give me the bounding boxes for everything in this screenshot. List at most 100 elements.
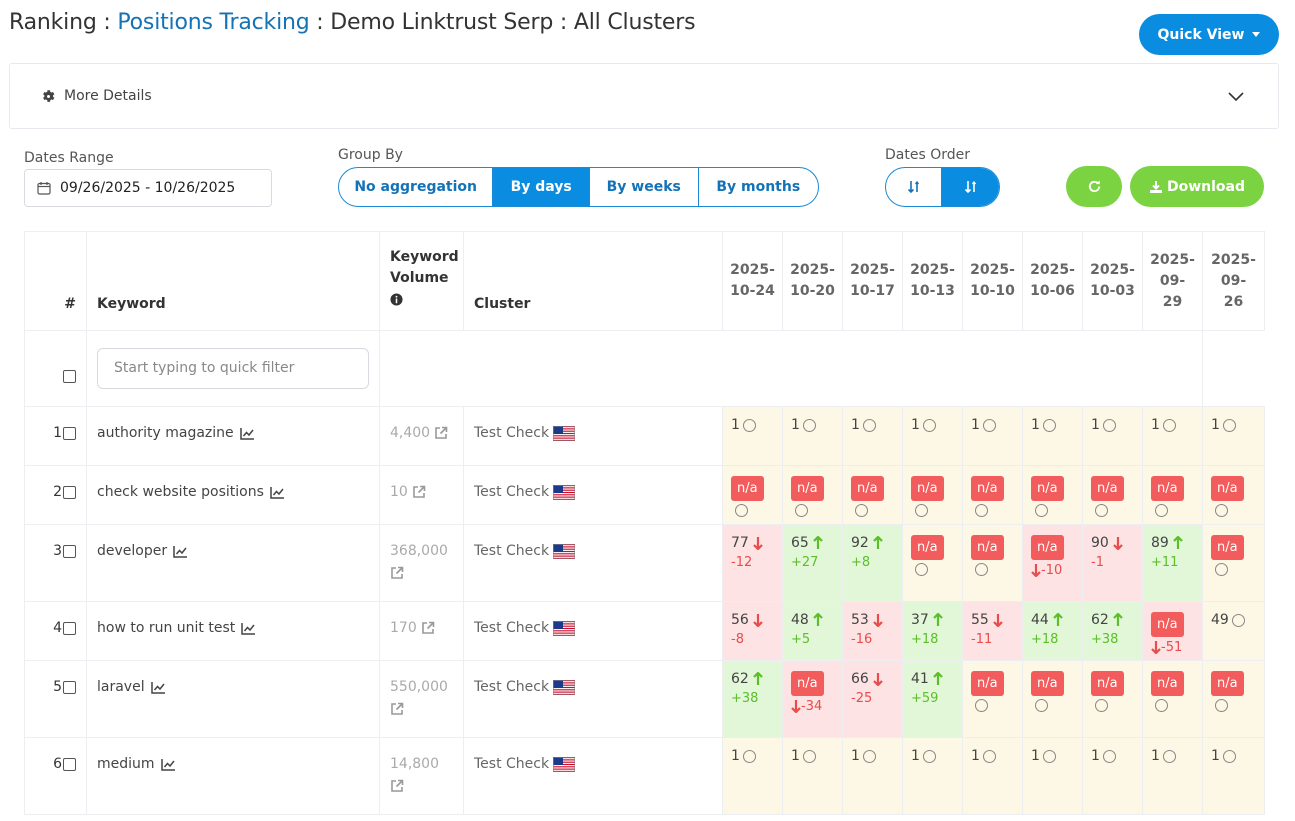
position-history-icon[interactable] — [1222, 418, 1236, 432]
position-history-icon[interactable] — [742, 418, 756, 432]
position-cell[interactable]: n/a — [1142, 660, 1203, 738]
row-checkbox[interactable] — [63, 485, 76, 499]
position-history-icon[interactable] — [1215, 503, 1228, 517]
position-history-icon[interactable] — [862, 749, 876, 763]
position-history-icon[interactable] — [975, 698, 988, 712]
position-cell[interactable]: 1 — [722, 406, 783, 466]
position-cell[interactable]: n/a — [902, 465, 963, 525]
position-history-icon[interactable] — [975, 562, 988, 576]
position-cell[interactable]: n/a — [1022, 660, 1083, 738]
header-date-2[interactable]: 2025- 10-17 — [842, 231, 903, 331]
header-date-6[interactable]: 2025- 10-03 — [1082, 231, 1143, 331]
header-date-1[interactable]: 2025- 10-20 — [782, 231, 843, 331]
position-history-icon[interactable] — [1102, 749, 1116, 763]
position-cell[interactable]: n/a — [1082, 660, 1143, 738]
refresh-button[interactable] — [1066, 166, 1122, 207]
external-link-icon[interactable] — [390, 702, 404, 716]
row-checkbox[interactable] — [63, 621, 76, 635]
sort-desc-button[interactable] — [942, 168, 999, 206]
header-date-4[interactable]: 2025- 10-10 — [962, 231, 1023, 331]
position-cell[interactable]: n/a — [962, 465, 1023, 525]
position-history-icon[interactable] — [795, 503, 808, 517]
row-checkbox[interactable] — [63, 426, 76, 440]
group-by-no-aggregation[interactable]: No aggregation — [339, 168, 494, 206]
select-all-checkbox[interactable] — [63, 369, 76, 383]
group-by-weeks[interactable]: By weeks — [590, 168, 699, 206]
sort-asc-button[interactable] — [886, 168, 943, 206]
position-cell[interactable]: 1 — [1142, 406, 1203, 466]
position-history-icon[interactable] — [802, 418, 816, 432]
position-cell[interactable]: 37 +18 — [902, 601, 963, 661]
position-cell[interactable]: 1 — [1022, 406, 1083, 466]
external-link-icon[interactable] — [390, 779, 404, 793]
row-checkbox[interactable] — [63, 544, 76, 558]
position-history-icon[interactable] — [975, 503, 988, 517]
position-history-icon[interactable] — [982, 749, 996, 763]
position-history-icon[interactable] — [922, 418, 936, 432]
position-history-icon[interactable] — [1095, 698, 1108, 712]
position-cell[interactable]: 1 — [1082, 406, 1143, 466]
header-cluster[interactable]: Cluster — [463, 231, 723, 331]
position-cell[interactable]: 1 — [782, 737, 843, 815]
position-history-icon[interactable] — [1042, 749, 1056, 763]
header-date-3[interactable]: 2025- 10-13 — [902, 231, 963, 331]
keyword-filter-input[interactable]: Start typing to quick filter — [97, 348, 369, 389]
position-cell[interactable]: n/a — [1202, 660, 1265, 738]
position-history-icon[interactable] — [1215, 562, 1228, 576]
position-history-icon[interactable] — [1231, 613, 1245, 627]
position-cell[interactable]: 66 -25 — [842, 660, 903, 738]
position-cell[interactable]: 1 — [842, 737, 903, 815]
position-cell[interactable]: n/a -34 — [782, 660, 843, 738]
position-cell[interactable]: 65 +27 — [782, 524, 843, 602]
position-history-icon[interactable] — [1035, 503, 1048, 517]
position-cell[interactable]: 77 -12 — [722, 524, 783, 602]
group-by-months[interactable]: By months — [716, 179, 801, 195]
position-cell[interactable]: 1 — [1142, 737, 1203, 815]
position-history-icon[interactable] — [742, 749, 756, 763]
trend-chart-icon[interactable] — [150, 681, 166, 694]
breadcrumb-positions-tracking[interactable]: Positions Tracking — [117, 10, 310, 35]
position-history-icon[interactable] — [1102, 418, 1116, 432]
position-history-icon[interactable] — [1162, 418, 1176, 432]
position-cell[interactable]: n/a -51 — [1142, 601, 1203, 661]
position-cell[interactable]: 1 — [1082, 737, 1143, 815]
position-history-icon[interactable] — [1155, 503, 1168, 517]
position-history-icon[interactable] — [915, 562, 928, 576]
position-cell[interactable]: 90 -1 — [1082, 524, 1143, 602]
position-cell[interactable]: 1 — [1202, 406, 1265, 466]
position-cell[interactable]: 55 -11 — [962, 601, 1023, 661]
position-cell[interactable]: n/a — [1142, 465, 1203, 525]
position-history-icon[interactable] — [735, 503, 748, 517]
position-history-icon[interactable] — [1042, 418, 1056, 432]
position-cell[interactable]: 1 — [1202, 737, 1265, 815]
position-cell[interactable]: n/a — [722, 465, 783, 525]
quick-view-button[interactable]: Quick View — [1139, 14, 1279, 55]
position-cell[interactable]: 49 — [1202, 601, 1265, 661]
position-cell[interactable]: 1 — [1022, 737, 1083, 815]
group-by-days[interactable]: By days — [493, 168, 590, 206]
position-cell[interactable]: n/a — [1202, 524, 1265, 602]
position-cell[interactable]: 44 +18 — [1022, 601, 1083, 661]
position-history-icon[interactable] — [922, 749, 936, 763]
external-link-icon[interactable] — [421, 621, 435, 635]
info-icon[interactable] — [390, 292, 403, 306]
position-cell[interactable]: 1 — [782, 406, 843, 466]
position-history-icon[interactable] — [1162, 749, 1176, 763]
position-history-icon[interactable] — [862, 418, 876, 432]
position-history-icon[interactable] — [1035, 698, 1048, 712]
position-cell[interactable]: n/a — [1202, 465, 1265, 525]
position-cell[interactable]: 53 -16 — [842, 601, 903, 661]
position-history-icon[interactable] — [802, 749, 816, 763]
position-cell[interactable]: 1 — [842, 406, 903, 466]
trend-chart-icon[interactable] — [160, 758, 176, 771]
position-history-icon[interactable] — [855, 503, 868, 517]
trend-chart-icon[interactable] — [173, 545, 188, 558]
header-date-8[interactable]: 2025- 09- 26 — [1202, 231, 1265, 331]
position-cell[interactable]: 62 +38 — [1082, 601, 1143, 661]
header-date-0[interactable]: 2025- 10-24 — [722, 231, 783, 331]
position-cell[interactable]: 56 -8 — [722, 601, 783, 661]
position-cell[interactable]: 1 — [902, 406, 963, 466]
trend-chart-icon[interactable] — [239, 427, 255, 440]
position-cell[interactable]: n/a — [1082, 465, 1143, 525]
external-link-icon[interactable] — [412, 485, 426, 499]
